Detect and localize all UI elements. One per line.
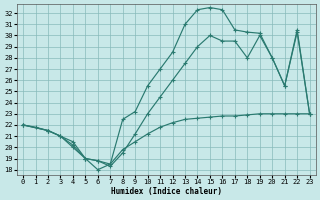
X-axis label: Humidex (Indice chaleur): Humidex (Indice chaleur) xyxy=(111,187,222,196)
